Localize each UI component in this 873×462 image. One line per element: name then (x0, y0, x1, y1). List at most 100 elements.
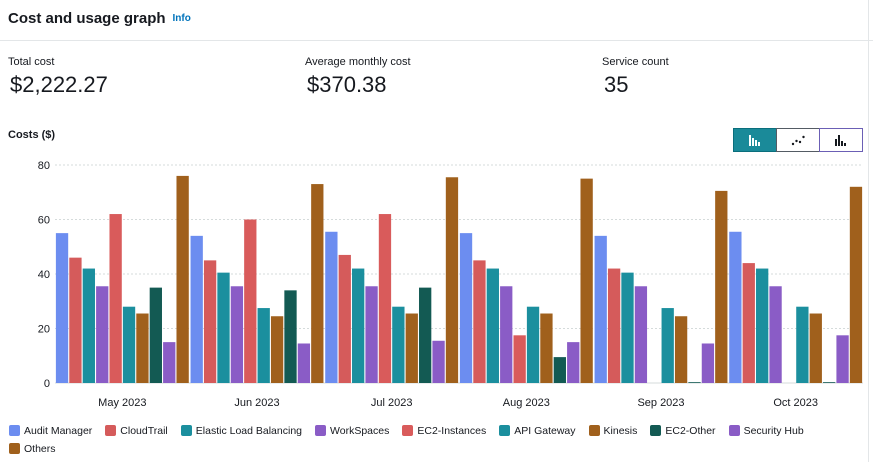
bar-kinesis-0[interactable] (136, 313, 149, 383)
legend-item-ec2-other[interactable]: EC2-Other (650, 424, 716, 437)
legend-label: WorkSpaces (330, 424, 390, 437)
bar-security-hub-3[interactable] (567, 342, 580, 383)
legend-item-api-gateway[interactable]: API Gateway (499, 424, 576, 437)
bar-audit-manager-4[interactable] (594, 235, 607, 383)
bar-others-3[interactable] (580, 178, 593, 383)
bar-workspaces-5[interactable] (769, 286, 782, 383)
bar-ec2-other-0[interactable] (149, 287, 162, 383)
x-tick-label: May 2023 (98, 397, 146, 409)
legend-item-others[interactable]: Others (9, 442, 56, 455)
bar-workspaces-3[interactable] (500, 286, 513, 383)
chart-type-toggle (733, 128, 867, 152)
bar-cloudtrail-0[interactable] (69, 257, 82, 383)
bar-others-2[interactable] (445, 177, 459, 383)
legend-item-security-hub[interactable]: Security Hub (728, 424, 804, 437)
bar-workspaces-0[interactable] (96, 286, 109, 383)
metric-label: Average monthly cost (305, 56, 411, 68)
legend-label: API Gateway (514, 424, 576, 437)
bar-security-hub-5[interactable] (836, 335, 849, 383)
x-tick-label: Aug 2023 (503, 397, 550, 409)
legend-label: Elastic Load Balancing (195, 424, 303, 437)
bar-others-5[interactable] (849, 186, 863, 383)
bar-elastic-load-balancing-1[interactable] (217, 272, 230, 383)
bar-ec2-instances-0[interactable] (109, 214, 122, 383)
bar-cloudtrail-3[interactable] (473, 260, 486, 383)
bar-workspaces-1[interactable] (230, 286, 244, 383)
legend-item-workspaces[interactable]: WorkSpaces (315, 424, 389, 437)
bar-others-0[interactable] (176, 175, 189, 383)
bar-elastic-load-balancing-3[interactable] (486, 268, 499, 383)
bar-cloudtrail-2[interactable] (338, 254, 351, 383)
bar-workspaces-2[interactable] (365, 286, 378, 383)
bar-api-gateway-1[interactable] (257, 308, 270, 383)
bar-kinesis-1[interactable] (270, 316, 284, 383)
bar-security-hub-2[interactable] (432, 340, 445, 383)
bar-others-4[interactable] (715, 190, 728, 383)
bar-security-hub-0[interactable] (163, 342, 176, 383)
legend-item-audit-manager[interactable]: Audit Manager (9, 424, 92, 437)
bar-elastic-load-balancing-0[interactable] (82, 268, 95, 383)
bar-kinesis-2[interactable] (405, 313, 418, 383)
legend-label: Kinesis (603, 424, 638, 437)
legend-swatch (105, 425, 117, 436)
bar-ec2-other-3[interactable] (553, 357, 566, 383)
legend-swatch (180, 425, 192, 436)
metric-label: Total cost (8, 56, 55, 68)
bar-ec2-other-2[interactable] (419, 287, 432, 383)
metric-value: 35 (604, 72, 629, 97)
bar-audit-manager-1[interactable] (190, 235, 203, 383)
bar-chart-button[interactable] (733, 128, 777, 152)
bar-ec2-other-5[interactable] (823, 382, 836, 383)
y-tick-label: 60 (38, 215, 50, 227)
bar-audit-manager-0[interactable] (55, 233, 69, 383)
bar-ec2-other-1[interactable] (284, 290, 297, 383)
bar-others-1[interactable] (311, 184, 324, 383)
bar-audit-manager-3[interactable] (459, 233, 473, 383)
legend-label: EC2-Instances (417, 424, 487, 437)
metric-average-monthly-cost: Average monthly cost $370.38 (305, 56, 411, 98)
legend-swatch (728, 425, 740, 436)
bar-cloudtrail-1[interactable] (203, 260, 217, 383)
bar-api-gateway-2[interactable] (392, 306, 405, 383)
bar-ec2-other-4[interactable] (688, 382, 701, 383)
legend-item-cloudtrail[interactable]: CloudTrail (105, 424, 168, 437)
bar-audit-manager-5[interactable] (729, 231, 742, 383)
bar-security-hub-4[interactable] (701, 343, 715, 383)
bar-api-gateway-0[interactable] (122, 306, 136, 383)
x-tick-label: Sep 2023 (637, 397, 684, 409)
stacked-bar-chart-button[interactable] (819, 128, 863, 152)
bar-kinesis-5[interactable] (809, 313, 822, 383)
legend-item-elastic-load-balancing[interactable]: Elastic Load Balancing (180, 424, 303, 437)
bar-ec2-instances-1[interactable] (244, 219, 257, 384)
y-tick-label: 20 (38, 324, 50, 336)
bar-kinesis-4[interactable] (674, 316, 688, 383)
line-chart-button[interactable] (776, 128, 820, 152)
bar-cloudtrail-4[interactable] (607, 268, 621, 383)
cost-bar-chart: 0 20 40 60 80 May 2023 Jun 2023 Jul 2023 Aug 202… (38, 160, 863, 409)
bar-kinesis-3[interactable] (540, 313, 553, 383)
bar-api-gateway-5[interactable] (796, 306, 809, 383)
legend-item-kinesis[interactable]: Kinesis (588, 424, 638, 437)
bar-elastic-load-balancing-5[interactable] (756, 268, 769, 383)
legend-item-ec2-instances[interactable]: EC2-Instances (402, 424, 486, 437)
legend-swatch (9, 443, 20, 454)
bar-audit-manager-2[interactable] (325, 231, 338, 383)
bar-elastic-load-balancing-4[interactable] (621, 272, 634, 383)
header-divider (0, 40, 873, 41)
bar-security-hub-1[interactable] (297, 343, 311, 383)
y-axis-label: Costs ($) (8, 129, 56, 141)
bar-elastic-load-balancing-2[interactable] (352, 268, 365, 383)
x-tick-label: Jul 2023 (371, 397, 413, 409)
info-link[interactable]: Info (172, 12, 191, 24)
stacked-bar-chart-icon (835, 135, 846, 146)
bar-ec2-instances-3[interactable] (513, 335, 526, 383)
metric-service-count: Service count 35 (602, 56, 669, 98)
bar-api-gateway-3[interactable] (526, 306, 540, 383)
bar-workspaces-4[interactable] (634, 286, 648, 383)
x-tick-label: Oct 2023 (773, 397, 818, 409)
chart-legend: Audit Manager CloudTrail Elastic Load Bala… (9, 424, 849, 455)
bar-api-gateway-4[interactable] (661, 308, 674, 383)
graph-header: Cost and usage graph Info (8, 6, 191, 30)
bar-cloudtrail-5[interactable] (742, 263, 755, 383)
bar-ec2-instances-2[interactable] (378, 214, 392, 383)
